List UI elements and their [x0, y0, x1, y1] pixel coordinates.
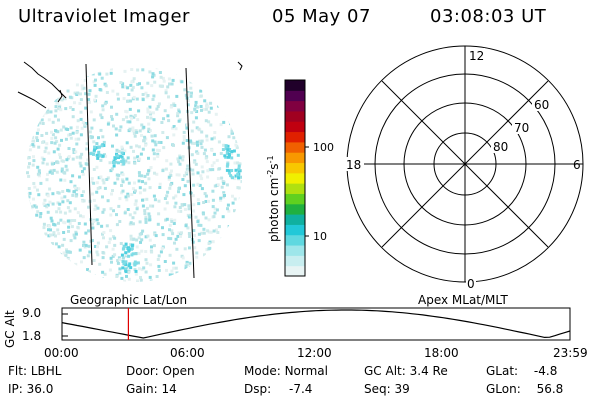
alt-ytick-bottom: 1.8: [22, 329, 42, 343]
colorbar-segment: [285, 224, 305, 236]
altitude-curve: [61, 309, 571, 339]
info-filter: Flt: LBHL: [8, 364, 62, 378]
colorbar-segment: [285, 100, 305, 112]
colorbar-segment: [285, 255, 305, 267]
colorbar-segment: [285, 245, 305, 256]
mlt-label-18: 18: [346, 158, 361, 172]
alt-ytick-top: 9.0: [22, 306, 42, 320]
lat-label-70: 70: [514, 121, 529, 135]
info-glat: GLat: -4.8: [486, 364, 558, 378]
info-glon: GLon: 56.8: [486, 382, 564, 396]
info-gc-alt: GC Alt: 3.4 Re: [364, 364, 448, 378]
mlt-line-diag: [381, 80, 549, 248]
colorbar-tick-100: 100: [313, 141, 334, 154]
info-door: Door: Open: [126, 364, 195, 378]
coastline: [23, 61, 67, 99]
info-dsp: Dsp: -7.4: [244, 382, 313, 396]
colorbar-segment: [285, 80, 305, 91]
uv-image-panel: [17, 61, 243, 282]
meridian-line: [85, 63, 93, 266]
colorbar-segment: [285, 193, 305, 205]
colorbar-segment: [285, 121, 305, 133]
info-ip: IP: 36.0: [8, 382, 54, 396]
colorbar-segment: [285, 183, 305, 194]
colorbar: [284, 79, 309, 277]
info-seq: Seq: 39: [364, 382, 410, 396]
date-label: 05 May 07: [272, 6, 371, 27]
mlt-label-6: 6: [573, 158, 581, 172]
colorbar-segment: [285, 141, 305, 153]
colorbar-segment: [285, 131, 305, 143]
info-gain: Gain: 14: [126, 382, 177, 396]
instrument-title: Ultraviolet Imager: [18, 6, 190, 27]
lat-label-60: 60: [534, 98, 549, 112]
colorbar-label: photon cm-2s-1: [266, 155, 281, 242]
alt-xtick-4: 23:59: [553, 346, 588, 360]
colorbar-segment: [285, 203, 305, 215]
meridian-line: [185, 67, 195, 279]
mlt-label-0: 0: [467, 277, 475, 291]
colorbar-segment: [285, 110, 305, 122]
uv-emission-speckle: [26, 66, 242, 282]
alt-xtick-1: 06:00: [170, 346, 205, 360]
colorbar-segment: [285, 90, 305, 102]
colorbar-segment: [285, 234, 305, 246]
coastline: [17, 91, 47, 109]
altitude-plot: [61, 307, 571, 341]
alt-plot-ylabel: GC Alt: [3, 310, 17, 348]
polar-grid: 12 18 6 0 60 70 80: [344, 45, 584, 291]
geo-caption: Geographic Lat/Lon: [70, 293, 188, 307]
colorbar-segment: [285, 162, 305, 174]
alt-xtick-3: 18:00: [424, 346, 459, 360]
mlt-label-12: 12: [469, 49, 484, 63]
lat-label-80: 80: [493, 140, 508, 154]
coastline: [237, 61, 243, 71]
coastline: [57, 89, 63, 103]
colorbar-segment: [285, 265, 305, 277]
alt-xtick-2: 12:00: [297, 346, 332, 360]
time-label: 03:08:03 UT: [430, 6, 547, 27]
apex-caption: Apex MLat/MLT: [418, 293, 508, 307]
colorbar-segment: [285, 214, 305, 225]
colorbar-tick-10: 10: [313, 230, 327, 243]
alt-xtick-0: 00:00: [44, 346, 79, 360]
colorbar-segment: [285, 172, 305, 184]
colorbar-segment: [285, 152, 305, 164]
info-mode: Mode: Normal: [244, 364, 328, 378]
colorbar-gradient: [285, 80, 305, 277]
